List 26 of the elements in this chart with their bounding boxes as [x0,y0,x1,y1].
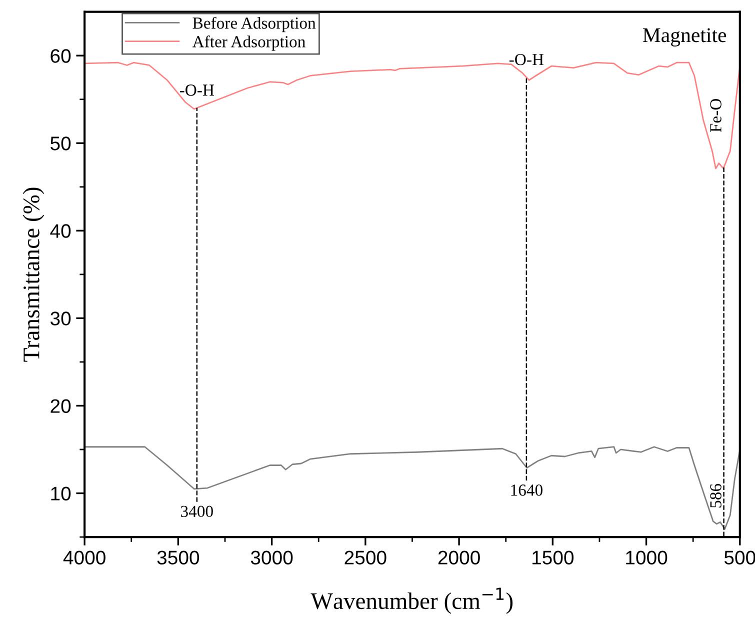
annotation: Magnetite [642,28,726,46]
x-tick-label: 1500 [532,550,574,565]
y-tick-label: 50 [50,136,71,150]
legend-label: Before Adsorption [192,16,316,32]
legend-label: After Adsorption [192,35,306,51]
annotation: -O-H [509,54,544,66]
annotation: -O-H [180,84,214,96]
y-tick-label: 10 [51,486,71,500]
y-tick-label: 30 [50,312,71,326]
x-tick-label: 4000 [63,550,106,565]
x-tick-label: 2000 [438,550,480,565]
y-axis-title: Transmittance (%) [22,188,44,362]
ref-line-label: 586 [710,484,722,508]
y-tick-label: 60 [50,49,71,63]
x-axis-title: Wavenumber (cm$^{−1}$) [310,588,513,614]
x-tick-label: 3500 [157,550,200,565]
x-tick-label: 500 [724,550,755,565]
x-tick-label: 1000 [626,550,668,565]
ref-line-label: 3400 [181,506,213,518]
ref-line-label: 1640 [511,484,542,496]
y-tick-label: 40 [50,224,71,238]
y-tick-label: 20 [50,399,71,413]
annotation: Fe-O [710,98,722,132]
line-series [84,446,740,530]
x-tick-label: 2500 [344,550,386,565]
x-tick-label: 3000 [250,550,293,565]
